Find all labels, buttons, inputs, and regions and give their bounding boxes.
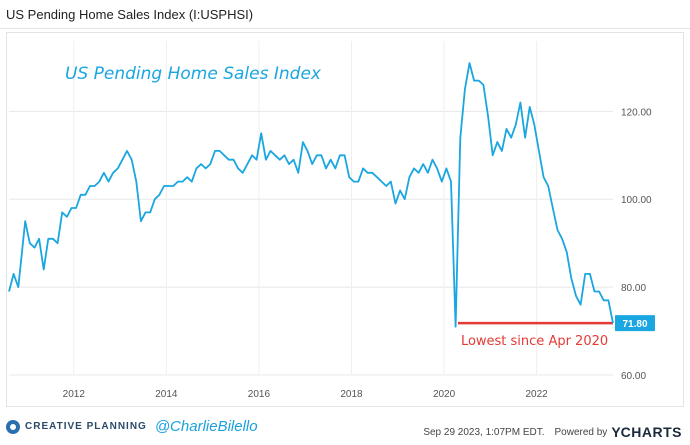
chart-inner-title: US Pending Home Sales Index: [65, 64, 322, 84]
chart-frame: 60.00 80.00 100.00 120.00 2012 2014 2016 2018 20…: [6, 32, 684, 407]
y-tick-label: 80.00: [621, 283, 646, 294]
brand-name: CREATIVE PLANNING: [25, 421, 147, 432]
powered-by-label: Powered by: [554, 426, 608, 438]
last-value-badge: [615, 315, 655, 332]
footer: CREATIVE PLANNING @CharlieBilello Sep 29…: [0, 412, 690, 445]
x-tick-label: 2014: [155, 389, 178, 400]
footer-attribution: Sep 29 2023, 1:07PM EDT. Powered by Y CH…: [423, 424, 682, 440]
ycharts-name: CHARTS: [620, 424, 682, 440]
chart-title: US Pending Home Sales Index (I:USPHSI): [6, 6, 254, 22]
x-tick-label: 2022: [526, 389, 549, 400]
last-value-label: 71.80: [622, 319, 647, 330]
footer-brand: CREATIVE PLANNING @CharlieBilello: [6, 418, 258, 435]
creative-planning-logo-icon: [6, 419, 20, 434]
x-tick-label: 2016: [248, 389, 271, 400]
y-tick-label: 100.00: [621, 195, 652, 206]
series-line: [8, 62, 614, 328]
chart-header: US Pending Home Sales Index (I:USPHSI): [0, 0, 690, 29]
line-chart: 60.00 80.00 100.00 120.00 2012 2014 2016 2018 20…: [8, 41, 655, 400]
author-handle: @CharlieBilello: [154, 418, 258, 435]
y-tick-label: 60.00: [621, 371, 646, 382]
timestamp: Sep 29 2023, 1:07PM EDT.: [423, 426, 545, 438]
x-tick-label: 2012: [63, 389, 86, 400]
x-tick-label: 2018: [340, 389, 363, 400]
ycharts-logo-icon: Y: [611, 424, 621, 440]
annotation-lowest: Lowest since Apr 2020: [461, 334, 608, 349]
x-tick-label: 2020: [433, 389, 456, 400]
y-tick-label: 120.00: [621, 107, 652, 118]
